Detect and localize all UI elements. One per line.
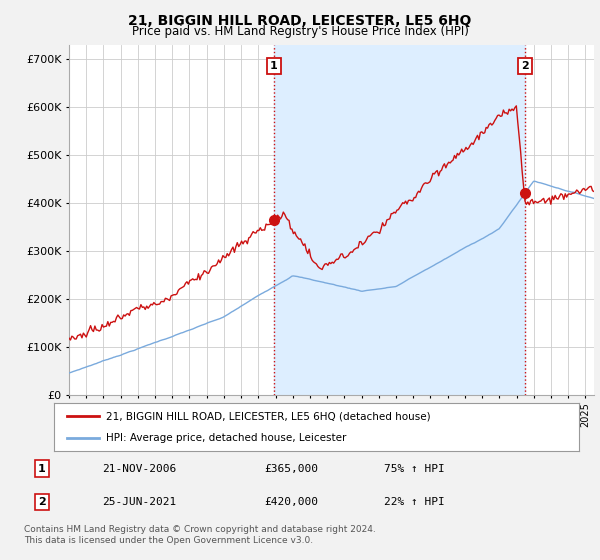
Text: 75% ↑ HPI: 75% ↑ HPI	[384, 464, 445, 474]
Text: 22% ↑ HPI: 22% ↑ HPI	[384, 497, 445, 507]
Text: 21, BIGGIN HILL ROAD, LEICESTER, LE5 6HQ: 21, BIGGIN HILL ROAD, LEICESTER, LE5 6HQ	[128, 14, 472, 28]
Text: £365,000: £365,000	[264, 464, 318, 474]
Text: 2: 2	[38, 497, 46, 507]
Bar	[274, 45, 525, 395]
Text: Price paid vs. HM Land Registry's House Price Index (HPI): Price paid vs. HM Land Registry's House …	[131, 25, 469, 38]
Text: 1: 1	[38, 464, 46, 474]
Text: HPI: Average price, detached house, Leicester: HPI: Average price, detached house, Leic…	[107, 433, 347, 443]
Text: Contains HM Land Registry data © Crown copyright and database right 2024.
This d: Contains HM Land Registry data © Crown c…	[24, 525, 376, 545]
Text: 1: 1	[270, 62, 278, 71]
Text: 21, BIGGIN HILL ROAD, LEICESTER, LE5 6HQ (detached house): 21, BIGGIN HILL ROAD, LEICESTER, LE5 6HQ…	[107, 411, 431, 421]
Text: £420,000: £420,000	[264, 497, 318, 507]
Text: 2: 2	[521, 62, 529, 71]
Text: 25-JUN-2021: 25-JUN-2021	[102, 497, 176, 507]
Text: 21-NOV-2006: 21-NOV-2006	[102, 464, 176, 474]
